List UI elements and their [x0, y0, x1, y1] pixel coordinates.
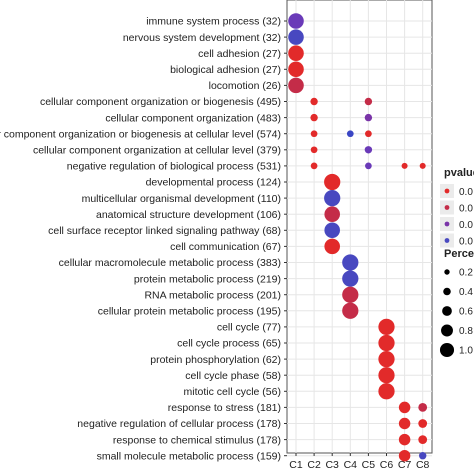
data-point-C8-9	[419, 162, 426, 169]
legend-pvalue-label-1: 0.0	[459, 204, 473, 215]
data-point-C5-8	[364, 146, 373, 154]
legend-percent-label-4: 1.0	[459, 346, 473, 357]
plot-panel	[286, 0, 433, 454]
legend-pvalue-title: pvalue	[444, 167, 474, 179]
data-point-C2-6	[310, 113, 318, 122]
y-tick-label-4: locomotion (26)	[209, 80, 281, 92]
y-tick-label-17: RNA metabolic process (201)	[144, 289, 281, 301]
data-point-C8-27	[419, 452, 427, 460]
legend-pvalue-key-2	[444, 221, 450, 227]
y-tick-label-26: response to chemical stimulus (178)	[113, 434, 281, 446]
y-tick-label-11: multicellular organismal development (11…	[82, 193, 281, 205]
y-tick-label-18: cellular protein metabolic process (195)	[98, 306, 281, 318]
y-tick-label-24: response to stress (181)	[168, 402, 281, 414]
x-tick-label-C3: C3	[325, 459, 339, 471]
data-point-C5-9	[365, 162, 372, 170]
y-tick-label-9: negative regulation of biological proces…	[67, 161, 281, 173]
y-tick-label-0: immune system process (32)	[146, 16, 281, 28]
legend-pvalue-label-0: 0.0	[459, 187, 473, 198]
data-point-C3-14	[324, 238, 340, 255]
data-point-C8-24	[418, 403, 428, 412]
legend-percent-label-0: 0.2	[459, 268, 473, 279]
legend-percent-label-2: 0.6	[459, 307, 473, 318]
data-point-C7-9	[401, 162, 408, 169]
data-point-C1-2	[288, 45, 304, 61]
y-tick-label-10: developmental process (124)	[146, 177, 281, 189]
data-point-C6-19	[378, 318, 395, 336]
data-point-C2-5	[310, 97, 318, 106]
legend-percent-key-3	[441, 324, 453, 337]
data-point-C2-8	[310, 146, 318, 154]
data-point-C3-10	[324, 173, 341, 191]
data-point-C8-26	[418, 435, 428, 444]
y-tick-label-2: cell adhesion (27)	[198, 48, 281, 60]
legend-percent-title: Percent	[444, 248, 474, 260]
data-point-C3-11	[324, 189, 341, 207]
legend-pvalue-label-3: 0.0	[459, 237, 473, 248]
data-point-C5-6	[364, 113, 373, 122]
data-point-C8-25	[418, 419, 428, 428]
legend-percent-key-4	[439, 342, 455, 358]
data-point-C1-4	[288, 77, 304, 94]
y-tick-label-5: cellular component organization or bioge…	[40, 96, 281, 108]
data-point-C1-1	[288, 29, 304, 45]
x-tick-label-C8: C8	[416, 459, 430, 471]
y-tick-label-13: cell surface receptor linked signaling p…	[48, 225, 281, 237]
data-point-C7-26	[398, 433, 411, 446]
data-point-C2-7	[310, 130, 318, 138]
y-tick-label-22: cell cycle phase (58)	[185, 370, 281, 382]
data-point-C5-5	[364, 97, 373, 106]
x-tick-label-C7: C7	[398, 459, 412, 471]
data-point-C5-7	[365, 130, 372, 138]
legend-percent-label-3: 0.8	[459, 326, 473, 337]
y-tick-label-19: cell cycle (77)	[217, 322, 281, 334]
legend-percent-key-2	[442, 306, 452, 316]
data-point-C3-13	[324, 222, 340, 239]
legend-pvalue-key-3	[444, 238, 450, 243]
data-point-C4-15	[342, 254, 359, 271]
legend-pvalue-label-2: 0.0	[459, 220, 473, 231]
data-point-C4-16	[342, 270, 359, 287]
y-tick-label-15: cellular macromolecule metabolic process…	[59, 257, 281, 269]
y-tick-label-16: protein metabolic process (219)	[134, 273, 281, 285]
y-tick-label-1: nervous system development (32)	[123, 32, 281, 44]
x-tick-label-C4: C4	[344, 459, 358, 471]
data-point-C4-18	[342, 302, 359, 319]
data-point-C6-22	[378, 367, 395, 384]
legend-percent-key-1	[443, 287, 451, 296]
x-tick-label-C6: C6	[380, 459, 394, 471]
y-tick-label-27: small molecule metabolic process (159)	[97, 450, 281, 462]
y-tick-label-21: protein phosphorylation (62)	[150, 354, 281, 366]
data-point-C6-21	[378, 350, 395, 368]
x-tick-label-C1: C1	[289, 459, 303, 471]
y-tick-label-8: cellular component organization at cellu…	[33, 145, 281, 157]
y-tick-label-23: mitotic cell cycle (56)	[184, 386, 281, 398]
data-point-C7-25	[398, 417, 411, 430]
y-tick-label-7: cellular component organization or bioge…	[0, 128, 281, 140]
data-point-C6-20	[378, 334, 395, 352]
y-tick-label-20: cell cycle process (65)	[177, 338, 281, 350]
data-point-C1-0	[288, 13, 304, 29]
data-point-C3-12	[324, 206, 340, 222]
y-tick-label-14: cell communication (67)	[170, 241, 281, 253]
legend-pvalue-key-1	[444, 205, 450, 210]
y-tick-label-3: biological adhesion (27)	[170, 64, 281, 76]
data-point-C4-7	[346, 130, 354, 138]
x-tick-label-C5: C5	[362, 459, 376, 471]
legend-percent-key-0	[444, 269, 450, 275]
x-tick-label-C2: C2	[307, 459, 321, 471]
data-point-C2-9	[310, 162, 318, 170]
data-point-C6-23	[378, 383, 395, 400]
y-tick-label-12: anatomical structure development (106)	[96, 209, 281, 221]
legend-percent-label-1: 0.4	[459, 287, 473, 298]
data-point-C7-27	[398, 449, 411, 462]
data-point-C1-3	[288, 61, 304, 78]
data-point-C4-17	[342, 286, 359, 303]
y-tick-label-25: negative regulation of cellular process …	[77, 418, 281, 430]
y-tick-label-6: cellular component organization (483)	[105, 112, 281, 124]
legend-pvalue-key-0	[444, 188, 450, 194]
data-point-C7-24	[398, 401, 411, 414]
